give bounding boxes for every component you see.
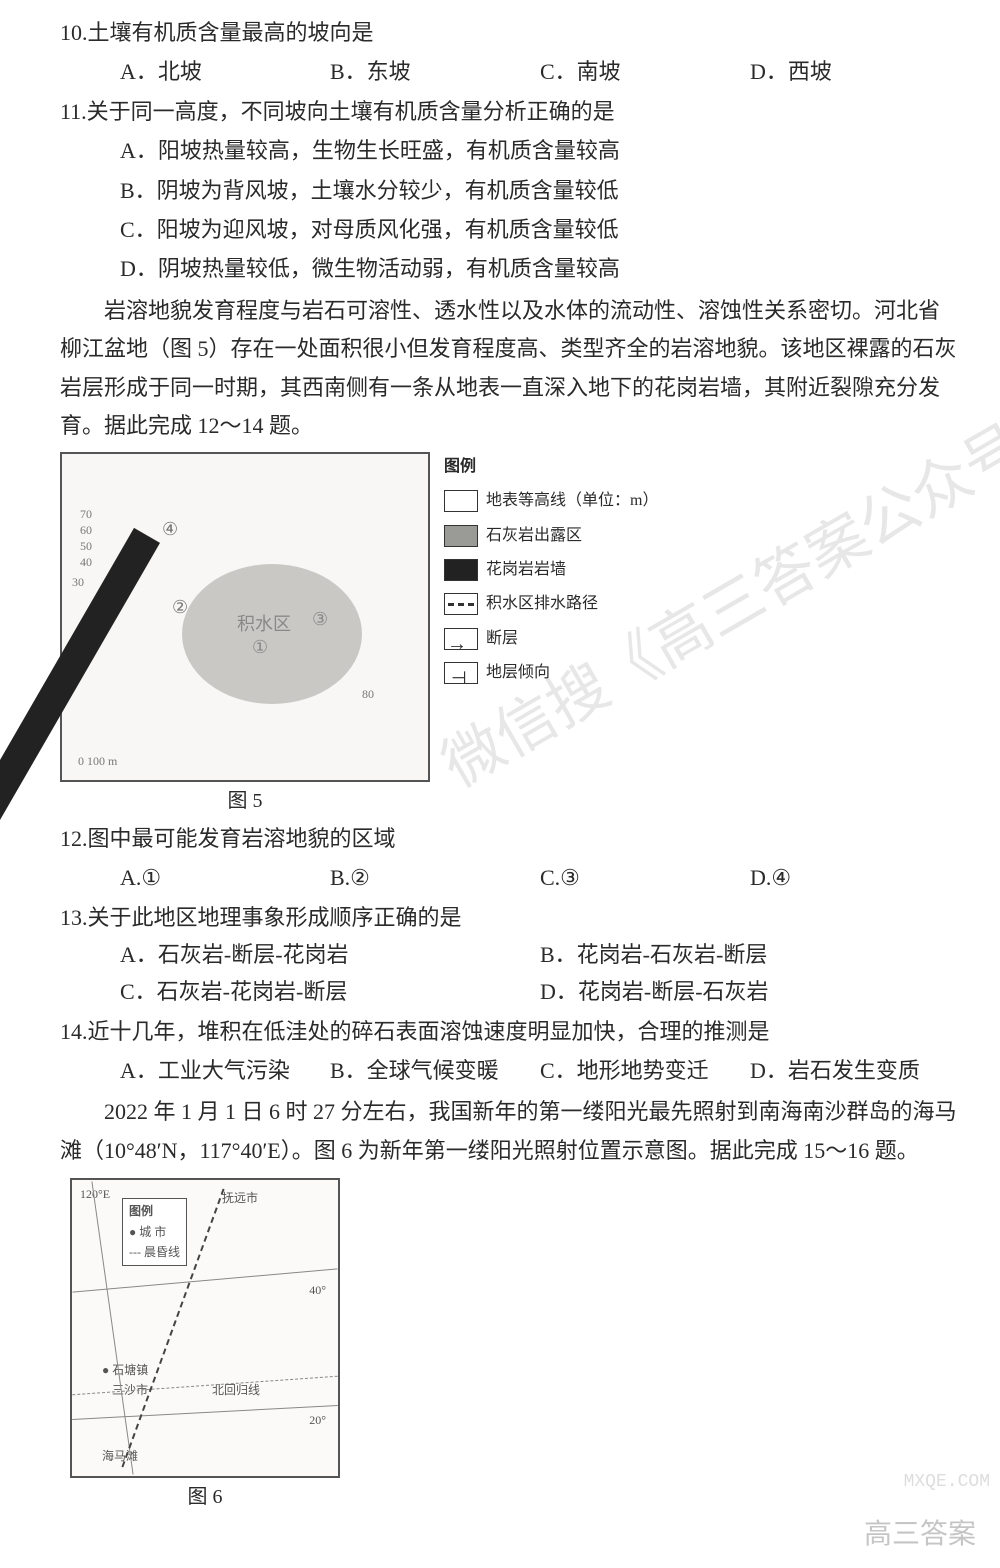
q10-opt-d[interactable]: D．西坡 xyxy=(750,53,960,90)
q12-opt-a[interactable]: A.① xyxy=(120,859,330,896)
figure-5-caption: 图 5 xyxy=(60,784,430,818)
q12-options: A.① B.② C.③ D.④ xyxy=(60,859,960,896)
q10-text: 10.土壤有机质含量最高的坡向是 xyxy=(60,14,960,51)
figure-6-map: 120°E 抚远市 图例 ● 城 市 --- 晨昏线 40° ● 石塘镇 三沙市… xyxy=(70,1178,340,1478)
q10-opt-b[interactable]: B．东坡 xyxy=(330,53,540,90)
q11-opt-d[interactable]: D．阴坡热量较低，微生物活动弱，有机质含量较高 xyxy=(60,250,960,287)
q13-row1: A．石灰岩-断层-花岗岩 B．花岗岩-石灰岩-断层 xyxy=(60,936,960,973)
q13-opt-c[interactable]: C．石灰岩-花岗岩-断层 xyxy=(120,973,540,1010)
q10-opt-a[interactable]: A．北坡 xyxy=(120,53,330,90)
q11-text: 11.关于同一高度，不同坡向土壤有机质含量分析正确的是 xyxy=(60,93,960,130)
watermark-url: MXQE.COM xyxy=(904,1467,990,1498)
q13-opt-a[interactable]: A．石灰岩-断层-花岗岩 xyxy=(120,936,540,973)
q12-text: 12.图中最可能发育岩溶地貌的区域 xyxy=(60,820,960,857)
passage-12-14: 岩溶地貌发育程度与岩石可溶性、透水性以及水体的流动性、溶蚀性关系密切。河北省柳江… xyxy=(60,292,960,446)
watermark-corner: 高三答案 xyxy=(864,1510,976,1558)
figure-5-legend: 图例 地表等高线（单位：m） 石灰岩出露区 花岗岩岩墙 积水区排水路径 断层 地… xyxy=(444,452,658,693)
q10-opt-c[interactable]: C．南坡 xyxy=(540,53,750,90)
legend-limestone: 石灰岩出露区 xyxy=(444,521,658,551)
q11-opt-a[interactable]: A．阳坡热量较高，生物生长旺盛，有机质含量较高 xyxy=(60,132,960,169)
q14-opt-d[interactable]: D．岩石发生变质 xyxy=(750,1052,960,1089)
q12-opt-c[interactable]: C.③ xyxy=(540,859,750,896)
legend-title: 图例 xyxy=(444,452,658,482)
figure-6-caption: 图 6 xyxy=(70,1480,340,1514)
legend-drain: 积水区排水路径 xyxy=(444,589,658,619)
q14-opt-a[interactable]: A．工业大气污染 xyxy=(120,1052,330,1089)
q13-text: 13.关于此地区地理事象形成顺序正确的是 xyxy=(60,899,960,936)
q11-opt-c[interactable]: C．阳坡为迎风坡，对母质风化强，有机质含量较低 xyxy=(60,211,960,248)
passage-15-16: 2022 年 1 月 1 日 6 时 27 分左右，我国新年的第一缕阳光最先照射… xyxy=(60,1093,960,1170)
figure-6-block: 120°E 抚远市 图例 ● 城 市 --- 晨昏线 40° ● 石塘镇 三沙市… xyxy=(60,1178,960,1514)
q12-opt-d[interactable]: D.④ xyxy=(750,859,960,896)
q14-text: 14.近十几年，堆积在低洼处的碎石表面溶蚀速度明显加快，合理的推测是 xyxy=(60,1013,960,1050)
q14-opt-c[interactable]: C．地形地势变迁 xyxy=(540,1052,750,1089)
q13-opt-d[interactable]: D．花岗岩-断层-石灰岩 xyxy=(540,973,960,1010)
figure-5-block: 70 60 50 40 30 80 ④ ② ③ 积水区 ① 0 100 m 图 … xyxy=(60,452,960,818)
q11-opt-b[interactable]: B．阴坡为背风坡，土壤水分较少，有机质含量较低 xyxy=(60,172,960,209)
q13-opt-b[interactable]: B．花岗岩-石灰岩-断层 xyxy=(540,936,960,973)
q14-options: A．工业大气污染 B．全球气候变暖 C．地形地势变迁 D．岩石发生变质 xyxy=(60,1052,960,1089)
legend-granite: 花岗岩岩墙 xyxy=(444,555,658,585)
legend-fault: 断层 xyxy=(444,624,658,654)
legend-contour: 地表等高线（单位：m） xyxy=(444,486,658,516)
q13-row2: C．石灰岩-花岗岩-断层 D．花岗岩-断层-石灰岩 xyxy=(60,973,960,1010)
q12-opt-b[interactable]: B.② xyxy=(330,859,540,896)
legend-dip: 地层倾向 xyxy=(444,658,658,688)
q10-options: A．北坡 B．东坡 C．南坡 D．西坡 xyxy=(60,53,960,90)
q14-opt-b[interactable]: B．全球气候变暖 xyxy=(330,1052,540,1089)
figure-5-map: 70 60 50 40 30 80 ④ ② ③ 积水区 ① 0 100 m xyxy=(60,452,430,782)
